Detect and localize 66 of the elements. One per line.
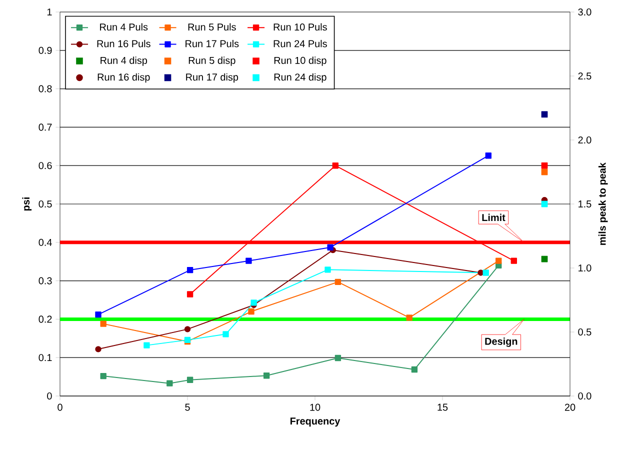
y2-tick-label: 2.5 bbox=[578, 72, 592, 80]
x-tick-label: 10 bbox=[310, 404, 320, 411]
point bbox=[95, 312, 102, 318]
legend-label: Run 10 Puls bbox=[274, 23, 327, 31]
x-tick-label: 0 bbox=[58, 404, 62, 411]
y-tick-label: 0 bbox=[47, 392, 52, 400]
legend-label: Run 10 disp bbox=[274, 56, 326, 66]
legend-label: Run 24 Puls bbox=[274, 40, 327, 48]
point bbox=[496, 258, 502, 264]
legend-label: Run 5 disp bbox=[188, 56, 236, 66]
y-tick-label: 0.3 bbox=[38, 277, 52, 284]
point bbox=[248, 308, 254, 315]
y-tick-label: 0.8 bbox=[38, 85, 52, 92]
y2-tick-label: 1.5 bbox=[578, 200, 592, 208]
y-tick-label: 0.1 bbox=[38, 354, 52, 362]
y-tick-label: 0.9 bbox=[38, 46, 52, 54]
legend-label: Run 16 disp bbox=[98, 73, 150, 83]
point bbox=[186, 291, 194, 298]
x-tick-label: 15 bbox=[438, 404, 448, 411]
point bbox=[144, 342, 150, 348]
point bbox=[406, 314, 412, 321]
y-tick-label: 0.4 bbox=[38, 238, 52, 246]
point bbox=[246, 258, 252, 264]
y-tick-label: 0.6 bbox=[38, 162, 52, 170]
ref-line-label: Limit bbox=[482, 214, 506, 222]
point bbox=[485, 152, 492, 159]
point bbox=[166, 380, 173, 386]
legend-label: Run 4 disp bbox=[100, 56, 148, 66]
point bbox=[95, 346, 102, 352]
y2-axis-title: mils peak to peak bbox=[598, 162, 608, 245]
point bbox=[184, 326, 191, 332]
y2-tick-label: 3.0 bbox=[578, 8, 592, 16]
y-axis-title: psi bbox=[22, 198, 32, 211]
y-tick-label: 0.7 bbox=[38, 124, 52, 131]
point bbox=[334, 278, 342, 286]
point bbox=[411, 366, 418, 373]
legend-label: Run 16 Puls bbox=[97, 40, 150, 48]
x-axis-title: Frequency bbox=[290, 418, 340, 427]
x-tick-label: 20 bbox=[564, 404, 576, 411]
point bbox=[186, 266, 194, 274]
point bbox=[186, 376, 194, 383]
y-tick-label: 0.5 bbox=[38, 200, 52, 208]
y2-tick-label: 0.0 bbox=[578, 392, 592, 400]
legend-label: Run 4 Puls bbox=[100, 23, 148, 31]
legend-label: Run 24 disp bbox=[274, 73, 326, 83]
point bbox=[327, 244, 334, 250]
point bbox=[482, 270, 489, 276]
point bbox=[100, 320, 106, 327]
y2-tick-label: 2.0 bbox=[578, 136, 592, 144]
legend-label: Run 5 Puls bbox=[188, 23, 236, 31]
point bbox=[250, 300, 257, 306]
legend-label: Run 17 Puls bbox=[186, 40, 239, 48]
point bbox=[222, 331, 229, 338]
y-tick-label: 1 bbox=[47, 8, 52, 16]
point bbox=[332, 162, 338, 169]
point bbox=[100, 372, 106, 380]
point bbox=[334, 354, 342, 362]
point bbox=[510, 258, 517, 264]
y2-tick-label: 0.5 bbox=[578, 328, 592, 336]
x-tick-label: 5 bbox=[185, 404, 190, 411]
y2-tick-label: 1.0 bbox=[578, 264, 592, 272]
point bbox=[324, 266, 331, 273]
point bbox=[263, 372, 270, 379]
legend-label: Run 17 disp bbox=[186, 73, 238, 83]
ref-line-label: Design bbox=[485, 338, 518, 347]
y-tick-label: 0.2 bbox=[38, 316, 52, 323]
